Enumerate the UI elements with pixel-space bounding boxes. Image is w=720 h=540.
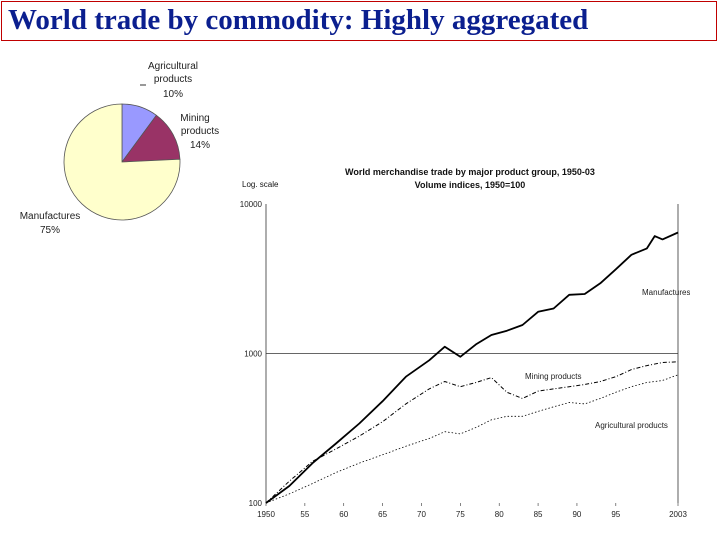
x-tick-label: 90 [572,510,581,519]
series-line-manufactures [265,231,679,504]
pie-slice-mining-products [121,114,181,163]
line-chart-title: World merchandise trade by major product… [345,167,595,177]
mining-label-line1: Mining [180,113,209,124]
x-tick-label: 65 [378,510,387,519]
y-tick-label: 10000 [240,200,263,209]
x-tick-label: 1950 [257,510,275,519]
log-scale-note: Log. scale [242,180,279,189]
series-line-agricultural-products [265,374,679,504]
x-tick-label: 80 [495,510,504,519]
mining-label-line2: products [181,126,219,137]
title-box: World trade by commodity: Highly aggrega… [1,1,717,41]
pie-chart: Agricultural products 10% Mining product… [20,61,219,235]
x-tick-label: 55 [300,510,309,519]
x-tick-label: 60 [339,510,348,519]
series-label-agricultural: Agricultural products [595,421,668,430]
line-chart: World merchandise trade by major product… [240,167,690,519]
series-line-mining-products [265,361,679,504]
series-group [265,231,679,504]
series-label-mining: Mining products [525,372,581,381]
axes: 100 1000 10000 1950 55 60 65 70 75 80 85 90 95 2003 [240,200,688,519]
y-tick-label: 1000 [244,350,262,359]
y-tick-label: 100 [249,499,263,508]
manuf-label-pct: 75% [40,225,60,235]
manuf-label-line1: Manufactures [20,211,81,222]
x-tick-label: 70 [417,510,426,519]
x-tick-label: 2003 [669,510,687,519]
x-tick-label: 85 [534,510,543,519]
x-tick-label: 95 [611,510,620,519]
line-chart-subtitle: Volume indices, 1950=100 [415,180,526,190]
series-label-manufactures: Manufactures [642,288,690,297]
mining-label-pct: 14% [190,140,210,151]
page-title: World trade by commodity: Highly aggrega… [8,4,589,36]
agri-label-pct: 10% [163,89,183,100]
pie-slice-manufactures [63,103,181,221]
x-tick-label: 75 [456,510,465,519]
agri-label-line1: Agricultural [148,61,198,72]
pie-slices [63,103,181,221]
agri-label-line2: products [154,74,192,85]
